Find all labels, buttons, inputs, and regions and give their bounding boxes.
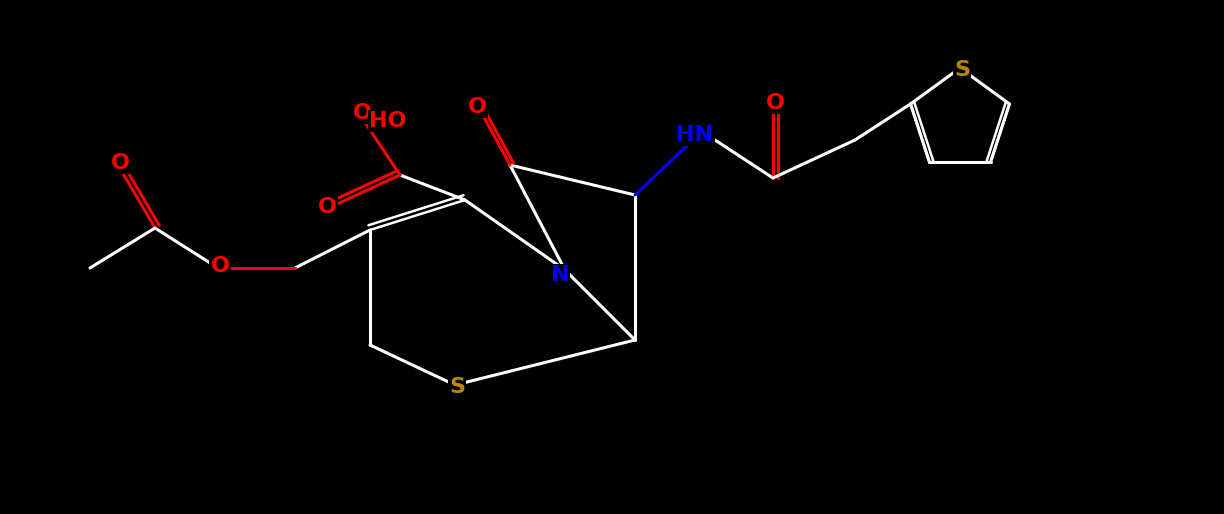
Text: S: S bbox=[449, 377, 465, 397]
Text: HN: HN bbox=[677, 125, 714, 145]
Text: O: O bbox=[765, 93, 785, 113]
Text: O: O bbox=[468, 97, 486, 117]
Text: O: O bbox=[110, 153, 130, 173]
Text: HO: HO bbox=[370, 111, 406, 131]
Text: O: O bbox=[353, 103, 372, 123]
Text: N: N bbox=[551, 265, 569, 285]
Text: O: O bbox=[211, 256, 229, 276]
Text: O: O bbox=[317, 197, 337, 217]
Text: S: S bbox=[953, 60, 969, 80]
